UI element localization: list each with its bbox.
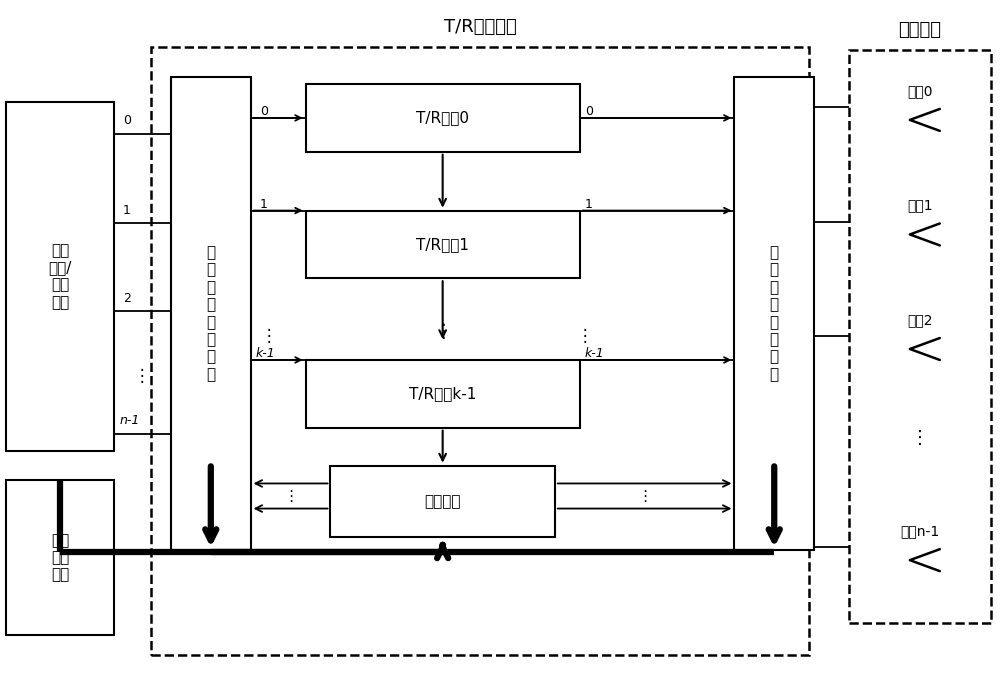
Text: 阵元阵列: 阵元阵列 (898, 22, 941, 39)
FancyBboxPatch shape (330, 466, 555, 537)
Text: 1: 1 (123, 204, 131, 217)
Text: T/R细胞阵列: T/R细胞阵列 (444, 18, 516, 36)
Text: 阵元0: 阵元0 (907, 84, 933, 98)
Text: 1: 1 (260, 198, 268, 211)
Text: 检测模块: 检测模块 (424, 494, 461, 509)
Text: 输
出
切
换
控
制
模
块: 输 出 切 换 控 制 模 块 (770, 245, 779, 382)
FancyBboxPatch shape (6, 480, 114, 635)
Text: T/R细胞0: T/R细胞0 (416, 111, 469, 125)
Text: 阵元2: 阵元2 (907, 313, 933, 327)
Text: T/R细胞1: T/R细胞1 (416, 237, 469, 252)
Text: 波束
控制
系统: 波束 控制 系统 (51, 532, 69, 583)
FancyBboxPatch shape (734, 77, 814, 551)
Text: ⋮: ⋮ (260, 327, 277, 345)
FancyBboxPatch shape (306, 360, 580, 427)
Text: 阵元1: 阵元1 (907, 198, 933, 212)
Text: 输
入
切
换
控
制
模
块: 输 入 切 换 控 制 模 块 (206, 245, 215, 382)
FancyBboxPatch shape (306, 84, 580, 152)
Text: k-1: k-1 (256, 347, 275, 361)
Text: 0: 0 (260, 106, 268, 118)
Text: ⋮: ⋮ (637, 489, 652, 504)
Text: n-1: n-1 (120, 414, 140, 427)
Text: ⋮: ⋮ (576, 327, 593, 345)
Text: ⋮: ⋮ (134, 367, 150, 385)
Text: 1: 1 (585, 198, 593, 211)
Text: 0: 0 (123, 114, 131, 127)
Text: 阵元n-1: 阵元n-1 (900, 524, 939, 538)
Text: ⋮: ⋮ (911, 429, 929, 447)
Text: 功率
分配/
相加
网络: 功率 分配/ 相加 网络 (49, 243, 72, 310)
FancyBboxPatch shape (306, 211, 580, 278)
Text: 2: 2 (123, 292, 131, 305)
Text: ⋮: ⋮ (433, 322, 452, 340)
Text: T/R细胞k-1: T/R细胞k-1 (409, 386, 476, 402)
FancyBboxPatch shape (171, 77, 251, 551)
Text: k-1: k-1 (585, 347, 605, 361)
Text: 0: 0 (585, 106, 593, 118)
FancyBboxPatch shape (6, 102, 114, 450)
Text: ⋮: ⋮ (283, 489, 298, 504)
